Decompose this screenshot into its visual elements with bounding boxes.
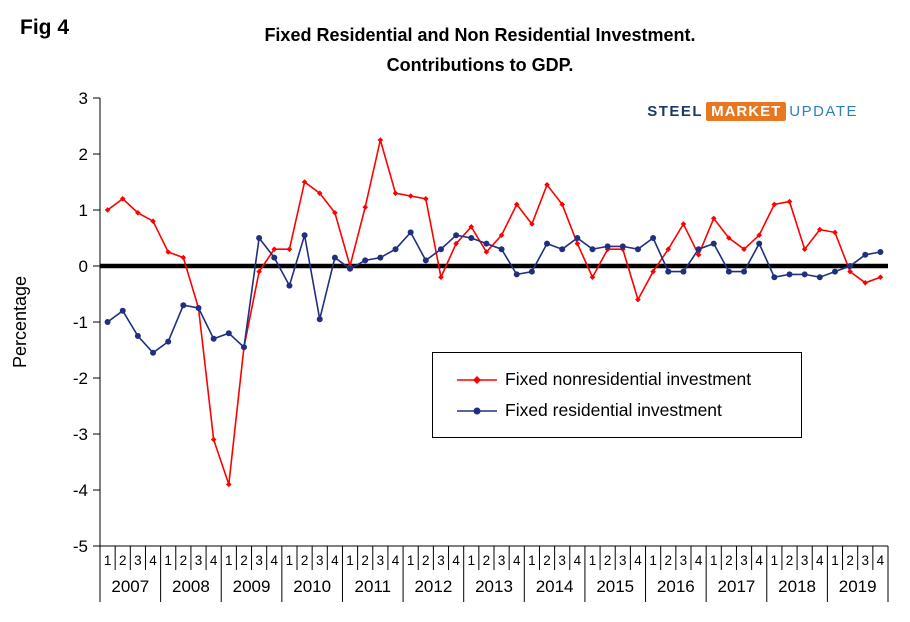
svg-text:4: 4 <box>816 553 824 568</box>
svg-text:-2: -2 <box>73 369 88 388</box>
svg-text:0: 0 <box>79 257 88 276</box>
svg-text:2: 2 <box>79 145 88 164</box>
svg-text:3: 3 <box>437 553 445 568</box>
svg-text:1: 1 <box>589 553 597 568</box>
svg-text:1: 1 <box>225 553 233 568</box>
svg-text:2: 2 <box>119 553 127 568</box>
logo-market-text: MARKET <box>706 102 787 121</box>
svg-text:2: 2 <box>483 553 491 568</box>
svg-text:3: 3 <box>79 89 88 108</box>
chart-title-line2: Contributions to GDP. <box>386 55 574 75</box>
svg-text:2013: 2013 <box>475 577 513 596</box>
svg-text:2008: 2008 <box>172 577 210 596</box>
svg-text:2018: 2018 <box>778 577 816 596</box>
svg-text:-5: -5 <box>73 537 88 556</box>
legend-item-nonresidential: Fixed nonresidential investment <box>455 369 801 390</box>
chart-title-line1: Fixed Residential and Non Residential In… <box>264 25 696 45</box>
svg-text:3: 3 <box>195 553 203 568</box>
svg-text:1: 1 <box>528 553 536 568</box>
svg-text:4: 4 <box>513 553 521 568</box>
svg-text:4: 4 <box>271 553 279 568</box>
svg-text:1: 1 <box>710 553 718 568</box>
svg-text:1: 1 <box>104 553 112 568</box>
svg-text:2: 2 <box>604 553 612 568</box>
smu-logo: STEEL MARKET UPDATE <box>647 102 858 121</box>
legend: Fixed nonresidential investment Fixed re… <box>432 352 802 438</box>
logo-steel-text: STEEL <box>647 103 704 120</box>
svg-text:-3: -3 <box>73 425 88 444</box>
svg-text:4: 4 <box>452 553 460 568</box>
svg-text:4: 4 <box>695 553 703 568</box>
axes <box>99 98 888 547</box>
svg-text:2019: 2019 <box>839 577 877 596</box>
svg-text:4: 4 <box>331 553 339 568</box>
svg-text:3: 3 <box>619 553 627 568</box>
svg-text:1: 1 <box>649 553 657 568</box>
svg-text:-1: -1 <box>73 313 88 332</box>
svg-text:2: 2 <box>725 553 733 568</box>
series-residential <box>104 229 884 356</box>
y-axis-title: Percentage <box>10 276 30 368</box>
y-axis: 3 2 1 0 -1 -2 -3 -4 -5 <box>73 89 100 556</box>
chart-title: Fixed Residential and Non Residential In… <box>100 20 860 80</box>
svg-text:2011: 2011 <box>354 577 391 596</box>
svg-text:4: 4 <box>149 553 157 568</box>
svg-text:3: 3 <box>255 553 263 568</box>
legend-label-nonresidential: Fixed nonresidential investment <box>505 369 752 389</box>
svg-text:2: 2 <box>665 553 673 568</box>
svg-text:2: 2 <box>240 553 248 568</box>
svg-text:2: 2 <box>361 553 369 568</box>
svg-text:2009: 2009 <box>233 577 271 596</box>
legend-marker-residential-icon <box>455 403 499 419</box>
svg-text:4: 4 <box>210 553 218 568</box>
svg-text:3: 3 <box>801 553 809 568</box>
fig-label: Fig 4 <box>20 16 70 39</box>
svg-text:4: 4 <box>755 553 763 568</box>
svg-text:3: 3 <box>498 553 506 568</box>
svg-text:3: 3 <box>377 553 385 568</box>
svg-text:2: 2 <box>786 553 794 568</box>
svg-text:2014: 2014 <box>536 577 574 596</box>
legend-marker-nonresidential-icon <box>455 372 499 388</box>
svg-text:3: 3 <box>134 553 142 568</box>
svg-text:1: 1 <box>79 201 88 220</box>
svg-text:2: 2 <box>422 553 430 568</box>
svg-text:2015: 2015 <box>596 577 634 596</box>
svg-text:4: 4 <box>574 553 582 568</box>
svg-text:4: 4 <box>634 553 642 568</box>
svg-text:3: 3 <box>316 553 324 568</box>
svg-text:3: 3 <box>740 553 748 568</box>
svg-text:4: 4 <box>877 553 885 568</box>
svg-text:2016: 2016 <box>657 577 695 596</box>
svg-text:1: 1 <box>468 553 476 568</box>
svg-text:2: 2 <box>180 553 188 568</box>
svg-text:2: 2 <box>301 553 309 568</box>
svg-text:1: 1 <box>831 553 839 568</box>
svg-text:2017: 2017 <box>718 577 756 596</box>
svg-text:3: 3 <box>680 553 688 568</box>
svg-text:3: 3 <box>862 553 870 568</box>
svg-text:2007: 2007 <box>111 577 149 596</box>
svg-text:4: 4 <box>392 553 400 568</box>
svg-text:2: 2 <box>846 553 854 568</box>
legend-label-residential: Fixed residential investment <box>505 400 722 420</box>
svg-text:2012: 2012 <box>414 577 452 596</box>
svg-text:2010: 2010 <box>293 577 331 596</box>
legend-item-residential: Fixed residential investment <box>455 400 801 421</box>
svg-text:1: 1 <box>286 553 294 568</box>
svg-text:-4: -4 <box>73 481 88 500</box>
svg-text:1: 1 <box>164 553 172 568</box>
svg-text:1: 1 <box>771 553 779 568</box>
svg-text:1: 1 <box>346 553 354 568</box>
svg-text:2: 2 <box>543 553 551 568</box>
logo-update-text: UPDATE <box>789 103 858 120</box>
svg-text:1: 1 <box>407 553 415 568</box>
svg-text:3: 3 <box>558 553 566 568</box>
